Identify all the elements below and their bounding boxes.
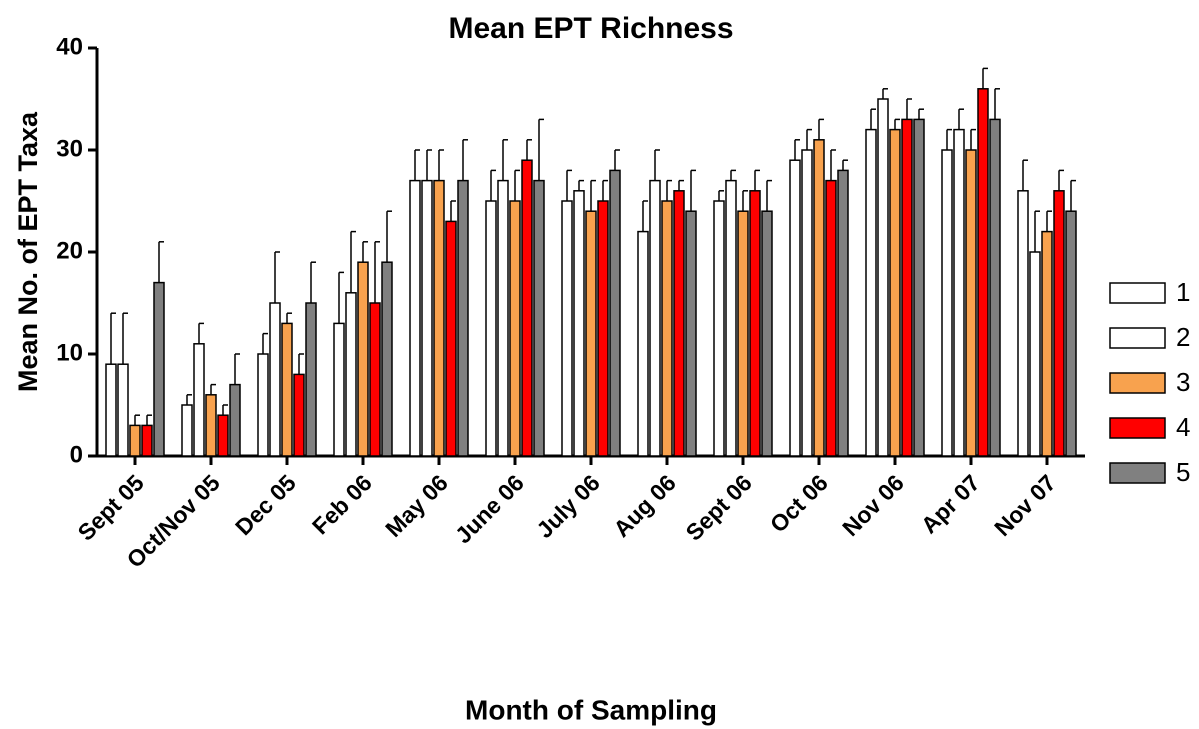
bar — [117, 363, 129, 457]
bar — [901, 118, 913, 457]
bar — [141, 424, 153, 457]
bar — [561, 200, 573, 457]
bar — [725, 179, 737, 457]
x-tick-label: June 06 — [450, 469, 529, 548]
bar — [217, 414, 229, 457]
bar — [229, 383, 241, 457]
bar — [761, 210, 773, 457]
bar — [953, 128, 965, 457]
bar — [1041, 230, 1053, 457]
bar — [713, 200, 725, 457]
bar — [333, 322, 345, 457]
bar — [913, 118, 925, 457]
bar — [129, 424, 141, 457]
bar — [281, 322, 293, 457]
bar — [257, 353, 269, 457]
legend-label: 4 — [1176, 412, 1190, 442]
bar — [649, 179, 661, 457]
legend-swatch — [1109, 372, 1166, 394]
legend-swatch — [1109, 417, 1166, 439]
x-tick-label: Apr 07 — [916, 469, 985, 538]
legend-label: 5 — [1176, 457, 1190, 487]
legend-swatch — [1109, 462, 1166, 484]
bar — [941, 149, 953, 457]
bar — [965, 149, 977, 457]
bar — [497, 179, 509, 457]
bar — [825, 179, 837, 457]
bar — [293, 373, 305, 457]
x-tick-label: Nov 07 — [989, 469, 1061, 541]
x-tick-label: Sept 05 — [73, 469, 149, 545]
bar — [305, 302, 317, 457]
bar — [509, 200, 521, 457]
bar — [357, 261, 369, 457]
legend-swatch — [1109, 282, 1166, 304]
y-tick-label: 0 — [70, 441, 83, 468]
y-axis-title: Mean No. of EPT Taxa — [13, 111, 43, 392]
legend-label: 3 — [1176, 367, 1190, 397]
x-tick-label: Dec 05 — [230, 469, 301, 540]
x-tick-label: Sept 06 — [681, 469, 757, 545]
x-tick-label: Aug 06 — [608, 469, 681, 542]
bar — [813, 139, 825, 457]
bar — [573, 190, 585, 457]
bar — [421, 179, 433, 457]
legend-label: 1 — [1176, 277, 1190, 307]
bar — [877, 98, 889, 457]
bar — [1029, 251, 1041, 457]
bar — [837, 169, 849, 457]
bar — [801, 149, 813, 457]
bar — [485, 200, 497, 457]
y-tick-label: 10 — [56, 339, 83, 366]
x-tick-label: Nov 06 — [837, 469, 909, 541]
bar — [457, 179, 469, 457]
bar — [445, 220, 457, 457]
legend-swatch — [1109, 327, 1166, 349]
bar — [585, 210, 597, 457]
bar — [889, 128, 901, 457]
bar — [269, 302, 281, 457]
x-tick-label: Feb 06 — [307, 469, 377, 539]
bar — [989, 118, 1001, 457]
bar — [181, 404, 193, 457]
legend-label: 2 — [1176, 322, 1190, 352]
bar — [673, 190, 685, 457]
bar — [105, 363, 117, 457]
bar — [789, 159, 801, 457]
bar — [433, 179, 445, 457]
bar — [977, 88, 989, 457]
bar — [345, 292, 357, 457]
x-axis-title: Month of Sampling — [465, 694, 717, 725]
bar — [1017, 190, 1029, 457]
y-tick-label: 40 — [56, 33, 83, 60]
x-tick-label: May 06 — [380, 469, 453, 542]
y-tick-label: 20 — [56, 237, 83, 264]
bar — [637, 230, 649, 457]
bar — [381, 261, 393, 457]
bar — [369, 302, 381, 457]
bar — [521, 159, 533, 457]
bar — [749, 190, 761, 457]
bar — [685, 210, 697, 457]
chart-title: Mean EPT Richness — [448, 12, 733, 45]
bar — [597, 200, 609, 457]
bar — [205, 394, 217, 457]
bar — [153, 281, 165, 457]
x-tick-label: July 06 — [531, 469, 605, 543]
bar — [533, 179, 545, 457]
bar — [1065, 210, 1077, 457]
bar — [193, 343, 205, 457]
x-tick-label: Oct 06 — [765, 469, 833, 537]
bar — [409, 179, 421, 457]
bar — [609, 169, 621, 457]
bar — [1053, 190, 1065, 457]
bar — [737, 210, 749, 457]
bar — [865, 128, 877, 457]
bar — [661, 200, 673, 457]
y-tick-label: 30 — [56, 135, 83, 162]
